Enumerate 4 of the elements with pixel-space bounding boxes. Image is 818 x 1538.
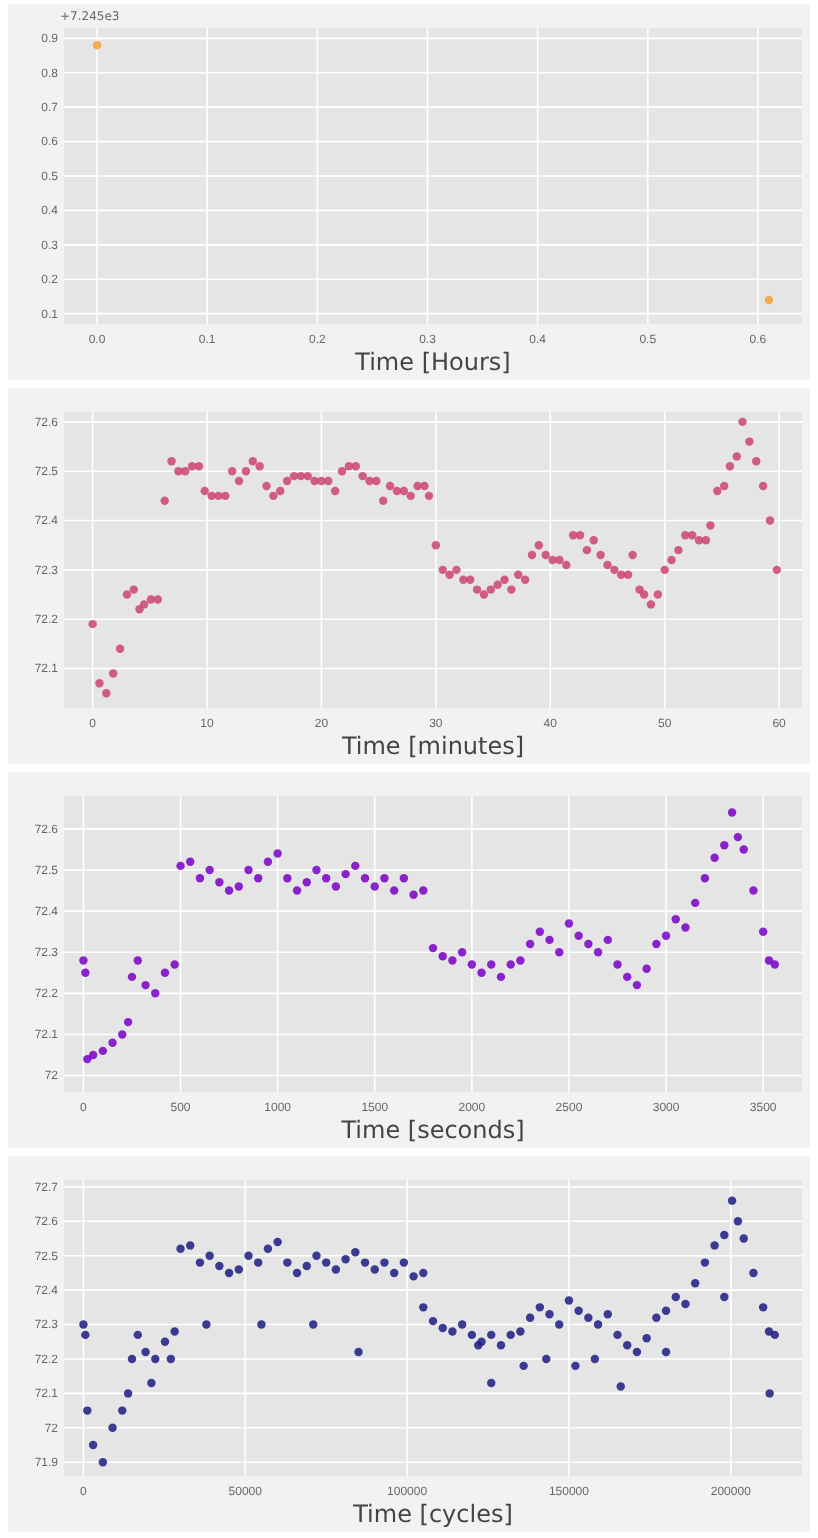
x-axis-title: Time [minutes] (339, 732, 525, 760)
x-axis-title: Time [cycles] (351, 1500, 513, 1528)
x-axis-title: Time [seconds] (339, 1116, 525, 1144)
x-axis-title: Time [Hours] (353, 348, 511, 376)
